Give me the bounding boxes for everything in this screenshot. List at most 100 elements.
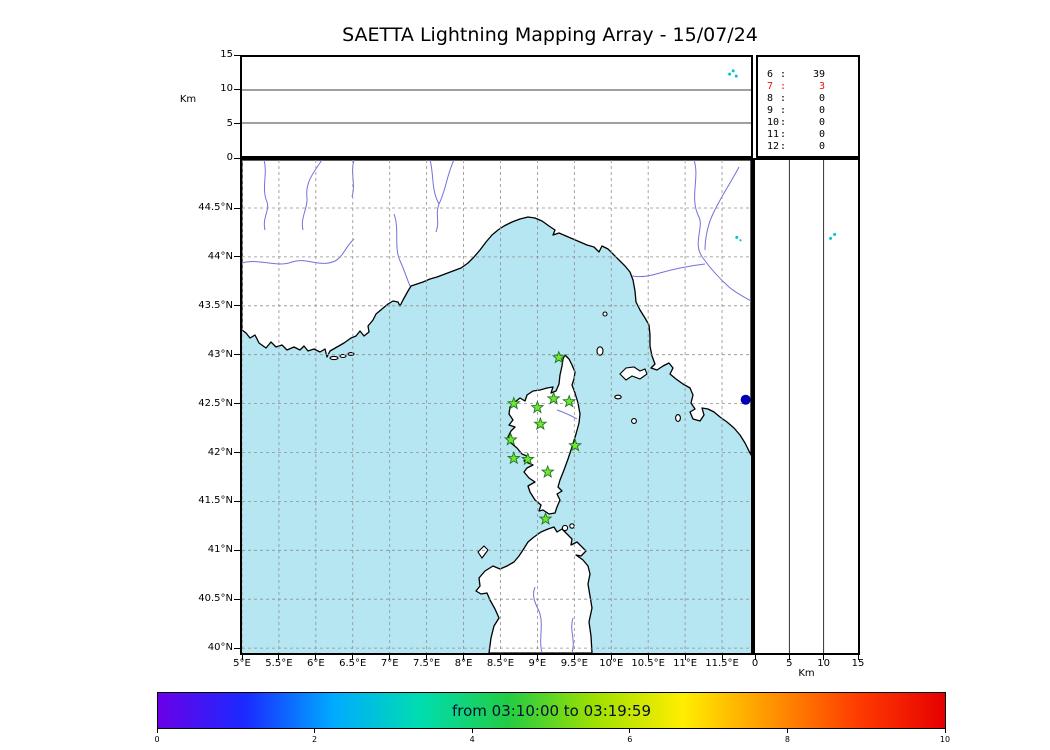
- right-gridlines: [788, 160, 825, 653]
- tick-mark: [471, 729, 473, 733]
- stats-colon: :: [780, 93, 787, 104]
- right-xtick-label: 5: [786, 658, 793, 669]
- station-marker: [551, 350, 566, 364]
- river: [393, 213, 411, 287]
- right-point: [833, 232, 837, 236]
- stats-station: 6: [767, 69, 774, 80]
- tick-mark: [278, 655, 280, 660]
- tick-mark: [234, 88, 240, 90]
- river: [533, 586, 543, 653]
- map-panel: [240, 158, 753, 655]
- stats-colon: :: [780, 141, 787, 152]
- lon-tick-label: 5.5°E: [265, 658, 293, 669]
- lat-tick-label: 44.5°N: [198, 202, 233, 213]
- river: [693, 160, 751, 302]
- island-elba: [619, 366, 648, 381]
- tick-mark: [754, 655, 756, 660]
- tick-mark: [241, 655, 243, 660]
- lat-tick-label: 40°N: [207, 642, 233, 654]
- station-marker: [546, 391, 561, 405]
- station-marker: [503, 432, 518, 446]
- tick-mark: [234, 157, 240, 159]
- coastline-corsica: [507, 354, 581, 515]
- alt-point: [731, 69, 735, 73]
- alt-ytick-label: 15: [220, 49, 233, 60]
- station-marker: [562, 394, 577, 408]
- station-markers: [503, 350, 583, 525]
- island-pianosa: [614, 394, 622, 400]
- station-marker: [568, 438, 583, 452]
- stats-station: 9: [767, 105, 774, 116]
- tick-mark: [234, 452, 240, 453]
- island-maddalena: [561, 524, 569, 532]
- colorbar-tick-label: 8: [784, 735, 790, 744]
- stats-station: 8: [767, 93, 774, 104]
- lightning-event: [740, 394, 751, 405]
- stats-station: 10: [767, 117, 780, 128]
- stats-row: 10: 0: [767, 117, 852, 129]
- alt-ytick-label: 5: [226, 117, 233, 129]
- tick-mark: [352, 655, 354, 660]
- tick-mark: [234, 500, 240, 502]
- tick-mark: [463, 655, 465, 660]
- stats-count: 0: [818, 141, 825, 152]
- river: [263, 160, 269, 231]
- tick-mark: [721, 655, 723, 660]
- altitude-axis-label: Km: [179, 94, 197, 105]
- stats-count: 0: [818, 129, 825, 140]
- stats-station: 12: [767, 141, 780, 152]
- island-maddalena: [569, 523, 575, 529]
- lat-tick-label: 44°N: [207, 250, 233, 262]
- lon-tick-label: 6.5°E: [339, 658, 367, 669]
- lon-tick-label: 10°E: [599, 658, 624, 669]
- altitude-latitude-canvas: [788, 160, 837, 653]
- lon-tick-label: 5°E: [233, 658, 251, 669]
- stats-row: 7: 3: [767, 81, 852, 93]
- lon-tick-label: 9°E: [528, 658, 547, 669]
- tick-mark: [573, 655, 575, 660]
- tick-mark: [234, 403, 240, 405]
- stats-count: 39: [812, 69, 825, 80]
- plot-title: SAETTA Lightning Mapping Array - 15/07/2…: [342, 24, 758, 46]
- tick-mark: [944, 729, 946, 733]
- station-marker: [533, 416, 548, 431]
- right-points: [829, 232, 837, 240]
- tick-mark: [315, 655, 317, 660]
- tick-mark: [234, 354, 240, 356]
- map-canvas: [242, 160, 751, 653]
- tick-mark: [389, 655, 391, 660]
- island-capraia: [596, 346, 604, 356]
- river: [242, 238, 355, 265]
- lon-tick-label: 9.5°E: [560, 658, 588, 669]
- right-xtick-label: 10: [817, 658, 831, 669]
- tick-mark: [426, 655, 428, 660]
- right-xtick-label: 0: [751, 658, 759, 669]
- tick-mark: [156, 729, 158, 733]
- island-hyeres: [339, 353, 347, 359]
- stats-colon: :: [780, 105, 787, 116]
- lat-tick-label: 42°N: [207, 446, 233, 458]
- colorbar-tick-label: 0: [154, 735, 160, 744]
- lon-tick-label: 8.5°E: [486, 658, 515, 669]
- lightning-event: [735, 235, 739, 239]
- altitude-time-panel: [240, 55, 753, 158]
- colorbar-tick-label: 10: [939, 735, 951, 744]
- station-stats-box: 6: 39 7: 3 8: 0 9: 0 10: 0 11: 0 12: 0: [756, 55, 860, 158]
- lon-tick-label: 10.5°E: [631, 658, 665, 669]
- river: [631, 263, 706, 278]
- lon-tick-label: 7.5°E: [413, 658, 441, 669]
- stats-row: 6: 39: [767, 69, 852, 81]
- station-marker: [506, 451, 521, 465]
- altitude-axis-label-bottom: Km: [798, 668, 815, 679]
- rivers: [242, 160, 751, 653]
- stats-colon: :: [780, 129, 787, 140]
- lon-tick-label: 6°E: [307, 658, 325, 669]
- tick-mark: [788, 655, 790, 660]
- tick-mark: [857, 655, 859, 660]
- river: [571, 617, 574, 653]
- stats-colon: :: [780, 69, 787, 80]
- colorbar-tick-label: 6: [627, 735, 633, 744]
- station-marker: [506, 396, 521, 410]
- lat-tick-label: 42.5°N: [198, 397, 233, 409]
- lon-tick-label: 11.5°E: [705, 658, 739, 669]
